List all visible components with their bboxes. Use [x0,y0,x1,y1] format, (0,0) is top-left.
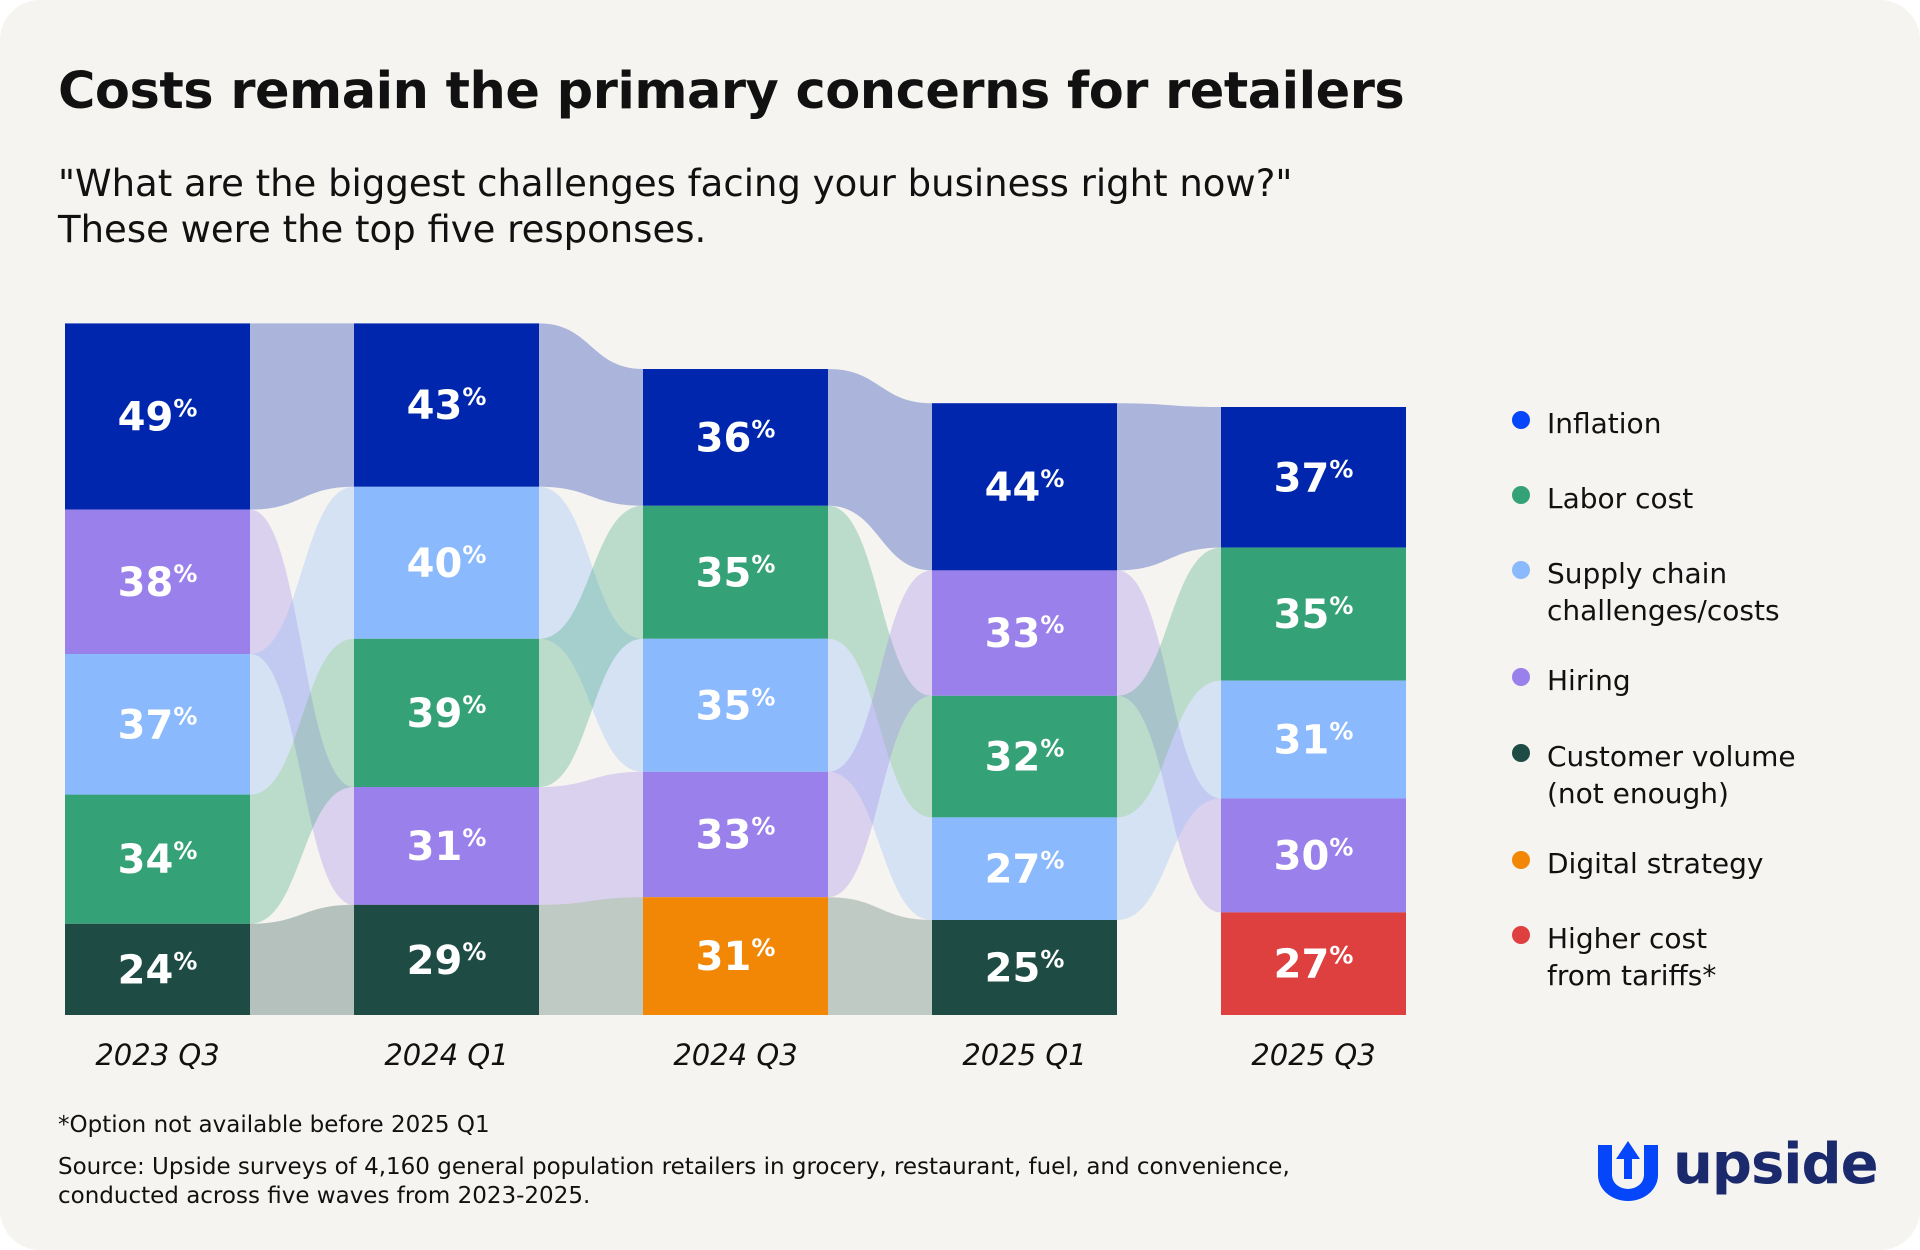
legend-label-line: Hiring [1547,664,1631,697]
legend-label-line: challenges/costs [1547,594,1780,627]
value-label-2025-q1-labor-cost: 32% [985,735,1065,781]
legend-label-line: Higher cost [1547,922,1708,955]
legend-swatch-icon [1512,926,1530,944]
legend-label: Inflation [1547,405,1661,442]
legend-label: Hiring [1547,662,1631,699]
chart-title: Costs remain the primary concerns for re… [58,62,1405,121]
bar-2024-q1-supply-chain-challenges-costs [354,486,539,639]
source-line-2: conducted across five waves from 2023-20… [58,1183,591,1209]
bar-2024-q3-digital-strategy [643,897,828,1015]
legend-swatch-icon [1512,668,1530,686]
bar-2024-q1-customer-volume-not-enough [354,904,539,1015]
flow-labor-cost-2023-q3-to-2024-q1 [250,638,354,924]
flow-customer-volume-not-enough-2023-q3-to-2024-q1 [250,904,354,1015]
bar-2024-q1-inflation [354,323,539,487]
legend-swatch-icon [1512,851,1530,869]
bar-layer: 49%38%37%34%24%2023 Q343%40%39%31%29%202… [65,323,1406,1072]
flow-labor-cost-2024-q1-to-2024-q3 [539,505,643,787]
flow-inflation-2023-q3-to-2024-q1 [250,323,354,510]
legend-label-line: Labor cost [1547,482,1694,515]
legend-label-line: Inflation [1547,407,1662,440]
bar-2024-q1-labor-cost [354,638,539,787]
period-label-2024-q1: 2024 Q1 [384,1038,508,1072]
bar-2025-q3-higher-cost-from-tariffs [1221,912,1406,1015]
flow-labor-cost-2025-q1-to-2025-q3 [1117,547,1221,818]
period-label-2025-q3: 2025 Q3 [1251,1038,1375,1072]
flow-inflation-2024-q3-to-2025-q1 [828,369,932,571]
bar-2023-q3-labor-cost [65,794,250,924]
bar-2025-q1-customer-volume-not-enough [932,920,1117,1015]
bar-2025-q3-labor-cost [1221,547,1406,681]
bar-2025-q1-hiring [932,570,1117,696]
flow-supply-chain-challenges-costs-2023-q3-to-2024-q1 [250,486,354,795]
source-line-1: Source: Upside surveys of 4,160 general … [58,1154,1290,1180]
flow-inflation-2025-q1-to-2025-q3 [1117,403,1221,571]
flow-labor-cost-2024-q3-to-2025-q1 [828,505,932,818]
bar-2023-q3-supply-chain-challenges-costs [65,654,250,795]
bar-2024-q3-supply-chain-challenges-costs [643,638,828,772]
flow-supply-chain-challenges-costs-2024-q3-to-2025-q1 [828,638,932,920]
legend-label: Labor cost [1547,480,1693,517]
flow-hiring-2023-q3-to-2024-q1 [250,509,354,905]
flow-digital-strategy-to-customer-volume-not-enough [828,897,932,1015]
legend-label-line: Digital strategy [1547,847,1764,880]
legend-label-line: Supply chain [1547,557,1728,590]
bar-2025-q3-hiring [1221,798,1406,913]
flow-layer [250,323,1221,1015]
chart-subtitle-line-2: These were the top five responses. [58,208,707,251]
flow-supply-chain-challenges-costs-2025-q1-to-2025-q3 [1117,680,1221,920]
flow-inflation-2024-q1-to-2024-q3 [539,323,643,506]
bar-2025-q3-inflation [1221,407,1406,548]
period-label-2023-q3: 2023 Q3 [95,1038,219,1072]
upside-logo-icon [1598,1141,1658,1201]
bar-2023-q3-hiring [65,509,250,654]
bar-2025-q3-supply-chain-challenges-costs [1221,680,1406,799]
flow-supply-chain-challenges-costs-2024-q1-to-2024-q3 [539,486,643,772]
legend-label: Digital strategy [1547,845,1764,882]
legend-label-line: Customer volume [1547,740,1796,773]
footnote: *Option not available before 2025 Q1 [58,1112,490,1138]
legend-swatch-icon [1512,561,1530,579]
legend-label: Supply chain challenges/costs [1547,555,1780,629]
bar-2024-q3-inflation [643,369,828,506]
bar-2025-q1-inflation [932,403,1117,571]
legend-label: Higher cost from tariffs* [1547,920,1716,994]
value-label-2024-q1-labor-cost: 39% [407,691,487,737]
bar-2024-q1-hiring [354,787,539,905]
legend-label-line: from tariffs* [1547,959,1717,992]
bar-2024-q3-hiring [643,771,828,898]
legend-swatch-icon [1512,486,1530,504]
bar-2025-q1-labor-cost [932,695,1117,818]
upside-logo-text: upside [1673,1132,1879,1197]
bar-2024-q3-labor-cost [643,505,828,639]
period-label-2024-q3: 2024 Q3 [673,1038,797,1072]
legend-swatch-icon [1512,744,1530,762]
legend-label-line: (not enough) [1547,777,1729,810]
flow-hiring-2024-q3-to-2025-q1 [828,570,932,898]
flow-customer-volume-not-enough-to-digital-strategy [539,897,643,1015]
legend-swatch-icon [1512,411,1530,429]
legend-label: Customer volume (not enough) [1547,738,1796,812]
bar-2023-q3-customer-volume-not-enough [65,923,250,1015]
chart-subtitle-line-1: "What are the biggest challenges facing … [58,162,1293,205]
flow-hiring-2025-q1-to-2025-q3 [1117,570,1221,913]
bar-2025-q1-supply-chain-challenges-costs [932,817,1117,920]
bar-2023-q3-inflation [65,323,250,510]
value-label-2025-q3-inflation: 37% [1274,455,1354,501]
flow-hiring-2024-q1-to-2024-q3 [539,771,643,905]
period-label-2025-q1: 2025 Q1 [962,1038,1086,1072]
